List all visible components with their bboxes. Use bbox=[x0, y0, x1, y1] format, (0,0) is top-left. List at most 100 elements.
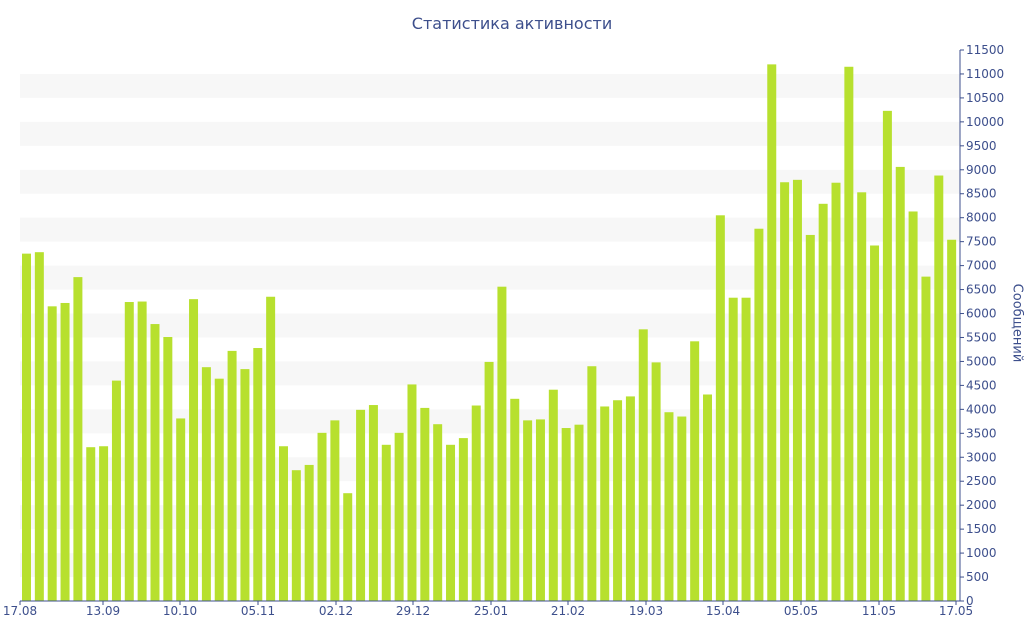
bar bbox=[715, 215, 725, 602]
bar bbox=[921, 276, 931, 601]
x-tick-label: 10.10 bbox=[163, 604, 197, 618]
y-tick-label: 10500 bbox=[966, 91, 1004, 105]
bar bbox=[189, 299, 199, 601]
bar-series bbox=[22, 64, 957, 602]
bar bbox=[934, 175, 944, 601]
bar bbox=[60, 302, 70, 601]
y-tick-label: 1500 bbox=[966, 522, 997, 536]
bar bbox=[446, 444, 456, 601]
bar bbox=[831, 182, 841, 601]
x-tick-label: 25.01 bbox=[474, 604, 508, 618]
bar bbox=[535, 419, 545, 601]
x-tick-label: 11.05 bbox=[862, 604, 896, 618]
y-tick-label: 2000 bbox=[966, 498, 997, 512]
y-tick-label: 5000 bbox=[966, 354, 997, 368]
x-tick-label: 21.02 bbox=[551, 604, 585, 618]
y-tick-label: 3000 bbox=[966, 450, 997, 464]
bar bbox=[407, 384, 417, 601]
y-tick-label: 6000 bbox=[966, 307, 997, 321]
bar bbox=[86, 447, 96, 601]
y-tick-label: 0 bbox=[966, 594, 974, 608]
x-tick-label: 19.03 bbox=[629, 604, 663, 618]
bar bbox=[805, 234, 815, 601]
bar bbox=[818, 203, 828, 602]
x-tick-label: 02.12 bbox=[319, 604, 353, 618]
bar bbox=[767, 64, 777, 602]
y-tick-label: 500 bbox=[966, 570, 989, 584]
grid-band bbox=[20, 217, 960, 242]
bar bbox=[780, 182, 790, 602]
bar bbox=[690, 341, 700, 601]
bar bbox=[278, 446, 288, 601]
bar bbox=[394, 432, 404, 601]
bar bbox=[484, 361, 494, 601]
bar bbox=[728, 297, 738, 601]
bar bbox=[895, 166, 905, 601]
grid-band bbox=[20, 121, 960, 146]
bar bbox=[201, 367, 211, 601]
bar bbox=[266, 296, 276, 601]
bar bbox=[111, 380, 121, 601]
bar bbox=[561, 428, 571, 601]
y-axis-ticks: 0 500 1000 1500 2000 2500 3000 3500 4000 4500 5000… bbox=[960, 43, 1004, 608]
y-tick-label: 11000 bbox=[966, 67, 1004, 81]
chart-title: Статистика активности bbox=[411, 14, 613, 33]
bar bbox=[600, 406, 610, 601]
bar bbox=[703, 394, 712, 601]
bar bbox=[523, 420, 533, 601]
bar bbox=[548, 389, 558, 601]
x-tick-label: 13.09 bbox=[86, 604, 120, 618]
bar bbox=[99, 446, 109, 601]
y-tick-label: 11500 bbox=[966, 43, 1004, 57]
x-tick-label: 29.12 bbox=[396, 604, 430, 618]
bar bbox=[792, 179, 802, 601]
y-tick-label: 10000 bbox=[966, 115, 1004, 129]
bar bbox=[638, 329, 648, 601]
bar bbox=[587, 366, 597, 601]
bar bbox=[73, 277, 83, 601]
bar bbox=[458, 438, 468, 601]
y-tick-label: 7000 bbox=[966, 259, 997, 273]
bar bbox=[497, 286, 507, 601]
bar bbox=[882, 110, 892, 601]
bar bbox=[163, 337, 173, 601]
y-tick-label: 8500 bbox=[966, 187, 997, 201]
bar bbox=[240, 369, 250, 601]
bar bbox=[330, 420, 340, 601]
bar bbox=[22, 253, 31, 601]
y-tick-label: 3500 bbox=[966, 426, 997, 440]
bar bbox=[368, 405, 378, 601]
bar bbox=[176, 418, 186, 601]
grid-band bbox=[20, 265, 960, 290]
bar bbox=[381, 444, 391, 601]
x-tick-label: 17.08 bbox=[3, 604, 37, 618]
grid-band bbox=[20, 73, 960, 98]
y-tick-label: 9500 bbox=[966, 139, 997, 153]
bar bbox=[253, 348, 263, 601]
bar bbox=[317, 432, 327, 601]
bar bbox=[664, 412, 674, 601]
bar bbox=[227, 350, 237, 601]
y-tick-label: 1000 bbox=[966, 546, 997, 560]
y-tick-label: 8000 bbox=[966, 211, 997, 225]
y-tick-label: 4000 bbox=[966, 402, 997, 416]
bar bbox=[510, 398, 520, 601]
y-tick-label: 5500 bbox=[966, 330, 997, 344]
bar bbox=[870, 245, 880, 602]
y-tick-label: 2500 bbox=[966, 474, 997, 488]
grid-band bbox=[20, 169, 960, 194]
bar bbox=[137, 301, 147, 601]
x-axis-ticks: 17.08 13.09 10.10 05.11 02.12 29.12 25.01 21.02… bbox=[3, 601, 973, 618]
x-tick-label: 17.05 bbox=[939, 604, 973, 618]
bar bbox=[857, 192, 867, 602]
y-tick-label: 7500 bbox=[966, 235, 997, 249]
y-tick-label: 6500 bbox=[966, 283, 997, 297]
bar bbox=[754, 228, 764, 601]
bar bbox=[150, 324, 160, 601]
bar bbox=[291, 470, 301, 601]
bar bbox=[741, 297, 751, 601]
bar bbox=[651, 362, 661, 601]
bar bbox=[356, 409, 366, 601]
y-tick-label: 4500 bbox=[966, 378, 997, 392]
